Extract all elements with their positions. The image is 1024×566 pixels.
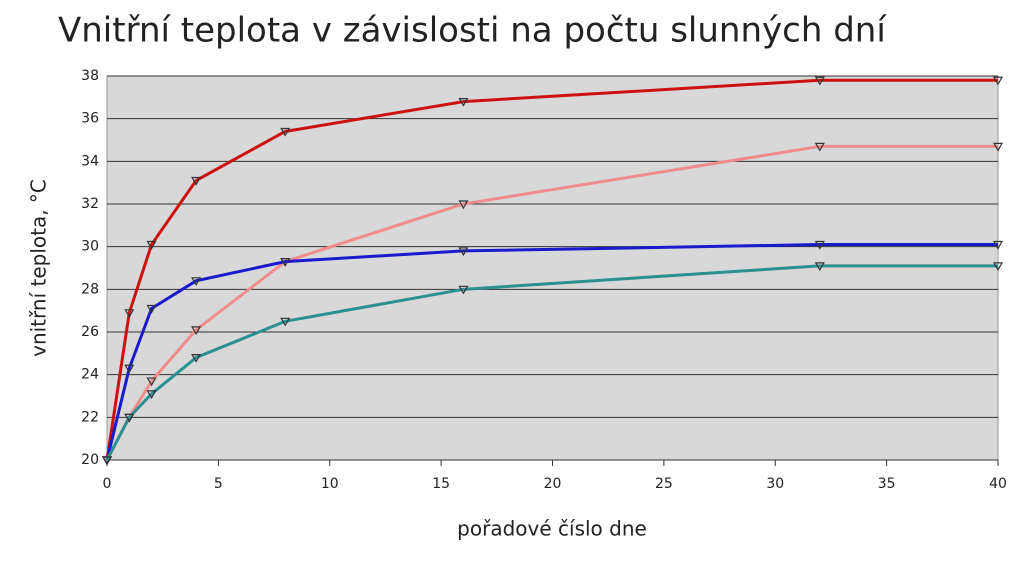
point-marker bbox=[280, 127, 291, 137]
chart-title: Vnitřní teplota v závislosti na počtu sl… bbox=[58, 11, 887, 51]
point-marker bbox=[814, 142, 825, 152]
point-marker bbox=[814, 240, 825, 250]
y-tick-label: 38 bbox=[81, 68, 99, 84]
y-tick-label: 32 bbox=[81, 196, 99, 212]
point-marker bbox=[146, 390, 157, 400]
series-line bbox=[105, 78, 998, 461]
point-marker bbox=[124, 309, 135, 319]
point-marker bbox=[124, 364, 135, 374]
x-tick-label: 40 bbox=[989, 476, 1007, 492]
x-axis-label: pořadové číslo dne bbox=[457, 517, 647, 541]
point-marker bbox=[992, 76, 1004, 86]
point-marker bbox=[280, 317, 291, 327]
point-marker bbox=[814, 262, 825, 272]
point-marker bbox=[146, 304, 157, 314]
y-tick-label: 34 bbox=[81, 153, 99, 169]
point-marker bbox=[191, 176, 202, 186]
point-marker bbox=[124, 413, 135, 423]
y-axis-label: vnitřní teplota, °C bbox=[27, 179, 51, 357]
point-marker bbox=[458, 98, 469, 107]
series-line bbox=[105, 264, 998, 461]
y-tick-label: 24 bbox=[81, 367, 99, 383]
x-tick-label: 20 bbox=[544, 476, 562, 492]
y-tick-label: 36 bbox=[81, 111, 99, 127]
x-tick-label: 5 bbox=[214, 476, 223, 492]
point-marker bbox=[458, 285, 469, 295]
x-tick-label: 25 bbox=[655, 476, 673, 492]
point-marker bbox=[992, 262, 1004, 272]
x-tick-label: 10 bbox=[321, 476, 339, 492]
point-marker bbox=[280, 258, 291, 267]
point-marker bbox=[191, 277, 202, 287]
point-marker bbox=[458, 200, 469, 210]
y-tick-label: 30 bbox=[81, 239, 99, 255]
point-marker bbox=[146, 377, 157, 387]
x-tick-label: 0 bbox=[103, 476, 112, 492]
x-tick-label: 30 bbox=[766, 476, 784, 492]
x-tick-label: 35 bbox=[878, 476, 896, 492]
series-line bbox=[105, 243, 998, 461]
point-marker bbox=[458, 247, 469, 257]
y-tick-label: 28 bbox=[81, 281, 99, 297]
x-tick-label: 15 bbox=[432, 476, 450, 492]
point-marker bbox=[992, 240, 1004, 250]
point-marker bbox=[814, 76, 825, 86]
point-marker bbox=[191, 354, 202, 363]
y-tick-label: 22 bbox=[81, 409, 99, 425]
point-marker bbox=[146, 240, 157, 250]
point-marker bbox=[191, 326, 202, 336]
y-tick-label: 26 bbox=[81, 324, 99, 340]
y-tick-label: 20 bbox=[81, 452, 99, 468]
point-marker bbox=[101, 456, 113, 466]
point-marker bbox=[992, 142, 1004, 152]
plot-area bbox=[106, 75, 999, 461]
